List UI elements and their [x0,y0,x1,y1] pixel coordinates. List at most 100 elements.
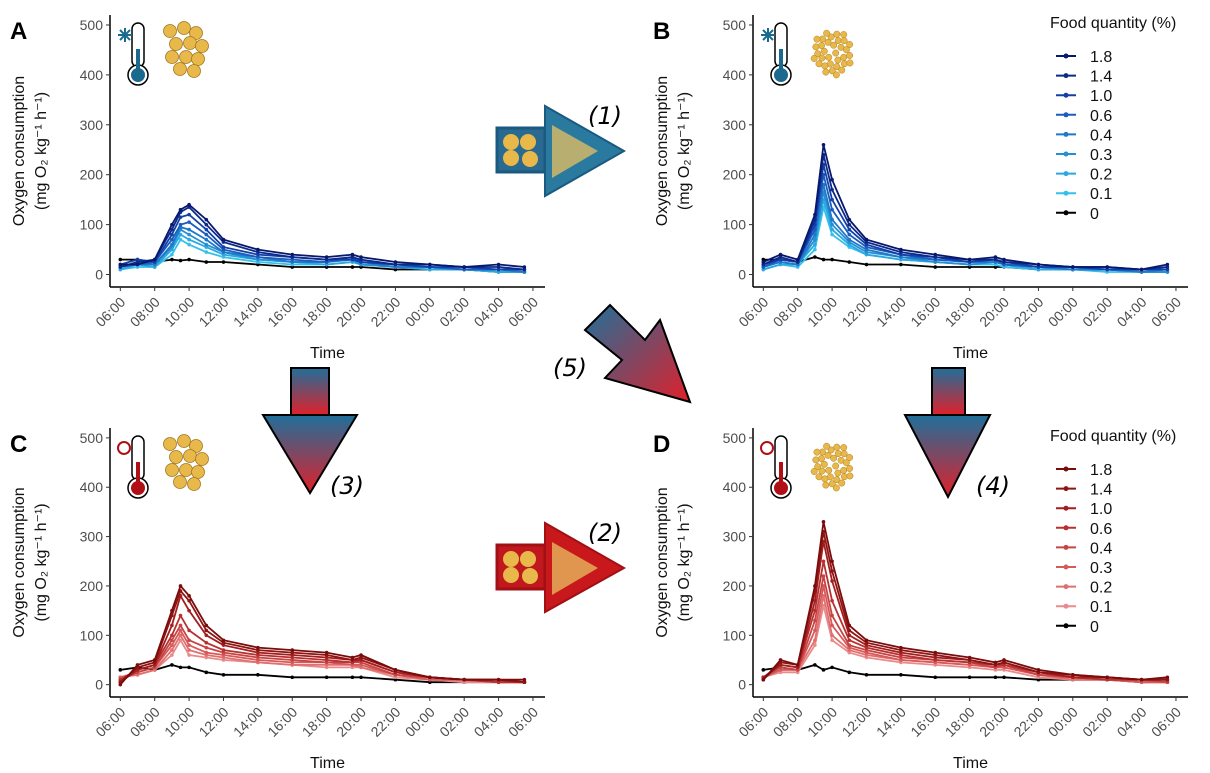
data-point [813,608,817,613]
legend-label: 0.4 [1090,540,1112,557]
food-pellet [163,24,177,38]
data-point [462,265,466,269]
legend-swatch-dot [1063,603,1069,609]
data-point [899,247,903,252]
y-axis-label: (mg O₂ kg⁻¹ h⁻¹) [676,92,693,210]
data-point [256,252,260,257]
data-point [256,672,260,677]
data-point [1002,257,1006,262]
data-point [1139,270,1144,274]
data-point [187,628,191,633]
data-point [324,655,329,660]
food-pellet [173,62,187,76]
data-point [899,262,903,267]
data-point [393,668,398,672]
legend-swatch-dot [1063,525,1069,531]
data-point [170,237,174,242]
legend-label: 1.4 [1090,482,1112,499]
data-point [864,645,869,650]
data-point [187,202,191,207]
x-axis-label: Time [953,345,988,362]
data-point [178,633,183,638]
thermometer-level [136,462,140,484]
food-pellet [832,71,840,79]
data-point [967,660,972,665]
data-point [135,257,140,262]
food-pellet [832,462,840,470]
y-tick-label: 0 [738,267,746,283]
data-point [496,267,501,272]
data-point [1105,677,1109,682]
y-tick-label: 500 [80,430,104,446]
data-point [847,232,852,237]
data-point [761,262,766,267]
data-point [1105,675,1109,680]
data-point [830,177,834,182]
data-point [1139,267,1144,272]
legend-title: Food quantity (%) [1050,428,1176,445]
data-point [359,257,363,262]
y-tick-label: 400 [80,479,104,495]
data-point [813,237,817,242]
data-point [1002,660,1006,665]
data-point [899,653,903,657]
legend-swatch-dot [1063,171,1069,177]
food-pellet [820,47,828,55]
data-point [187,608,191,613]
data-point [170,242,174,247]
data-point [1071,675,1075,680]
data-point [830,569,834,573]
food-pellet [833,30,841,38]
data-point [187,237,191,242]
food-pellet [846,454,854,461]
data-point [864,653,869,657]
legend-label: 1.4 [1090,69,1112,86]
data-point [170,608,174,613]
data-point [393,670,398,675]
data-point [933,653,938,657]
data-point [830,227,834,232]
data-point [256,255,260,259]
x-tick-label: 04:00 [1114,704,1150,740]
annotation: (2) [588,519,622,547]
series [761,142,1170,272]
x-tick-label: 10:00 [161,704,197,740]
x-tick-label: 06:00 [735,294,771,330]
data-point [152,257,157,262]
food-pellet [840,450,848,458]
data-point [256,658,260,662]
data-point [350,655,355,660]
data-point [221,240,226,244]
legend-label: 0.1 [1090,599,1112,616]
data-point [256,648,260,652]
legend-swatch-dot [1063,151,1069,157]
legend-swatch-dot [1063,544,1069,550]
data-point [864,252,869,257]
data-point [290,262,295,267]
y-axis-label: Oxygen consumption [11,487,28,637]
food-pellet [834,56,842,64]
x-tick-label: 20:00 [333,704,369,740]
y-tick-label: 400 [80,67,104,83]
x-tick-label: 12:00 [839,294,875,330]
data-point [187,665,191,670]
data-point [761,265,766,269]
food-pellet [827,446,835,454]
data-point [428,680,432,684]
data-point [221,255,226,259]
series-line [763,184,1168,273]
data-point [204,655,209,660]
arrow-5 [583,303,692,404]
data-point [993,675,998,680]
x-tick-label: 14:00 [230,294,266,330]
food-pellet [177,21,191,35]
data-point [221,640,226,645]
data-point [324,665,329,670]
data-point [187,653,191,657]
thermometer-level [136,49,140,71]
data-point [821,559,826,564]
legend-label: 1.8 [1090,49,1112,66]
x-tick-label: 00:00 [402,704,438,740]
data-point [522,270,527,274]
data-point [847,645,852,650]
